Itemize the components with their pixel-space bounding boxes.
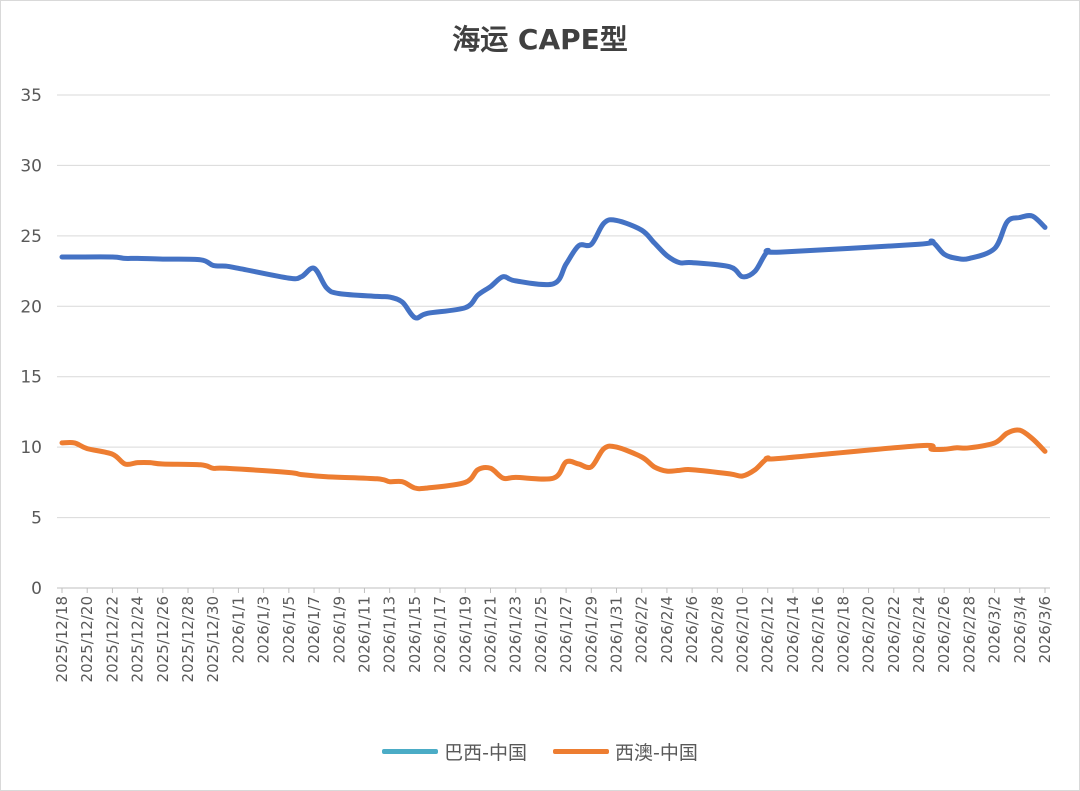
x-tick-label: 2025/12/24 [129,596,147,682]
x-tick-label: 2026/1/11 [355,596,373,673]
x-tick-label: 2026/1/23 [507,596,525,673]
grid-lines [57,94,1050,589]
x-tick-label: 2026/1/21 [481,596,499,673]
x-tick-label: 2026/2/20 [860,596,878,673]
series-line-brazil-china [59,213,1048,321]
y-tick-label: 15 [20,368,42,388]
y-tick-label: 0 [31,579,42,599]
x-tick-label: 2026/1/25 [532,596,550,673]
x-tick-label: 2026/2/28 [960,596,978,673]
legend-item-west-australia-china[interactable]: 西澳-中国 [553,738,698,765]
x-tick-label: 2026/2/14 [784,596,802,673]
y-tick-label: 35 [20,86,42,106]
x-tick-label: 2026/1/1 [229,596,247,663]
legend-label-west-australia-china: 西澳-中国 [615,742,698,764]
y-tick-label: 25 [20,227,42,247]
x-tick-label: 2026/2/4 [658,596,676,663]
x-tick-label: 2026/2/6 [683,596,701,663]
legend-label-brazil-china: 巴西-中国 [444,742,527,764]
legend: 巴西-中国 西澳-中国 [0,738,1080,765]
x-tick-label: 2026/2/2 [633,596,651,663]
x-tick-label: 2026/1/27 [557,596,575,673]
x-tick-label: 2026/1/19 [456,596,474,673]
x-tick-label: 2026/3/6 [1036,596,1054,663]
y-axis-ticks: 0 5 10 15 20 25 30 35 [20,86,42,599]
x-tick-label: 2026/3/2 [986,596,1004,663]
y-tick-label: 30 [20,156,42,176]
x-tick-label: 2026/3/4 [1011,596,1029,663]
legend-item-brazil-china[interactable]: 巴西-中国 [382,738,527,765]
x-axis-ticks: 2025/12/18 2025/12/20 2025/12/22 2025/12/24… [53,588,1054,682]
x-tick-label: 2026/1/17 [431,596,449,673]
x-tick-label: 2025/12/26 [154,596,172,682]
x-tick-label: 2025/12/18 [53,596,71,682]
x-tick-label: 2026/2/26 [935,596,953,673]
x-tick-label: 2026/1/5 [280,596,298,663]
x-tick-label: 2025/12/22 [103,596,121,682]
legend-swatch-west-australia-china [553,749,609,754]
x-tick-label: 2025/12/20 [78,596,96,682]
chart-title: 海运 CAPE型 [452,23,628,56]
x-tick-label: 2025/12/30 [204,596,222,682]
x-tick-label: 2026/1/3 [255,596,273,663]
legend-swatch-brazil-china [382,749,439,754]
x-tick-label: 2026/2/8 [708,596,726,663]
x-tick-label: 2026/1/7 [305,596,323,663]
x-tick-label: 2026/1/31 [608,596,626,673]
x-tick-label: 2026/2/22 [885,596,903,673]
y-tick-label: 5 [31,509,42,529]
y-tick-label: 20 [20,297,42,317]
x-tick-label: 2026/2/12 [759,596,777,673]
series-lines [59,213,1048,492]
x-tick-label: 2026/1/9 [330,596,348,663]
x-tick-label: 2025/12/28 [179,596,197,682]
x-tick-label: 2026/1/13 [381,596,399,673]
x-tick-label: 2026/2/16 [809,596,827,673]
series-line-west-australia-china [59,427,1048,492]
x-tick-label: 2026/2/18 [834,596,852,673]
x-tick-label: 2026/2/24 [910,596,928,673]
y-tick-label: 10 [20,438,42,458]
x-tick-label: 2026/2/10 [734,596,752,673]
x-tick-label: 2026/1/15 [406,596,424,673]
x-tick-label: 2026/1/29 [582,596,600,673]
